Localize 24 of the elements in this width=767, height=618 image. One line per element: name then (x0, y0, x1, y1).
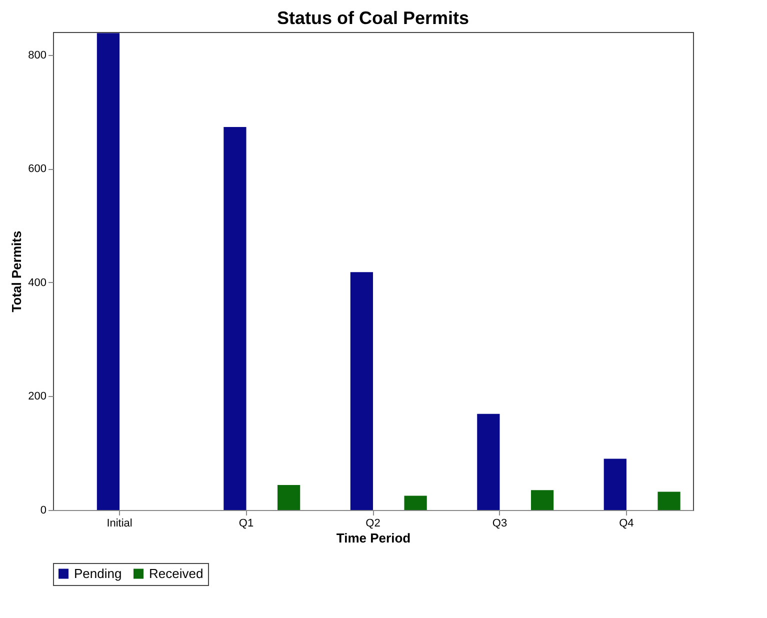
bar (658, 492, 680, 510)
y-tick-label: 800 (28, 49, 46, 62)
bar (278, 484, 300, 510)
x-tick-label: Q1 (238, 518, 254, 530)
legend-label: Received (149, 566, 204, 581)
bar (96, 33, 120, 510)
bar (224, 127, 246, 510)
x-tick-label: Initial (106, 518, 132, 530)
y-tick-label: 200 (28, 390, 46, 403)
bar (477, 414, 500, 510)
y-axis-title: Total Permits (9, 230, 24, 312)
legend-label: Pending (74, 566, 122, 581)
y-tick-label: 400 (28, 276, 46, 289)
x-tick-label: Q2 (366, 518, 380, 530)
bar (350, 272, 373, 510)
x-tick-label: Q3 (492, 518, 508, 530)
bar (530, 490, 554, 510)
bar (604, 458, 626, 510)
y-tick-label: 0 (40, 504, 46, 516)
bar (404, 496, 427, 510)
x-axis-title: Time Period (336, 530, 411, 546)
x-tick-label: Q4 (619, 518, 634, 530)
chart-title: Status of Coal Permits (276, 8, 470, 28)
y-tick-label: 600 (28, 163, 46, 176)
